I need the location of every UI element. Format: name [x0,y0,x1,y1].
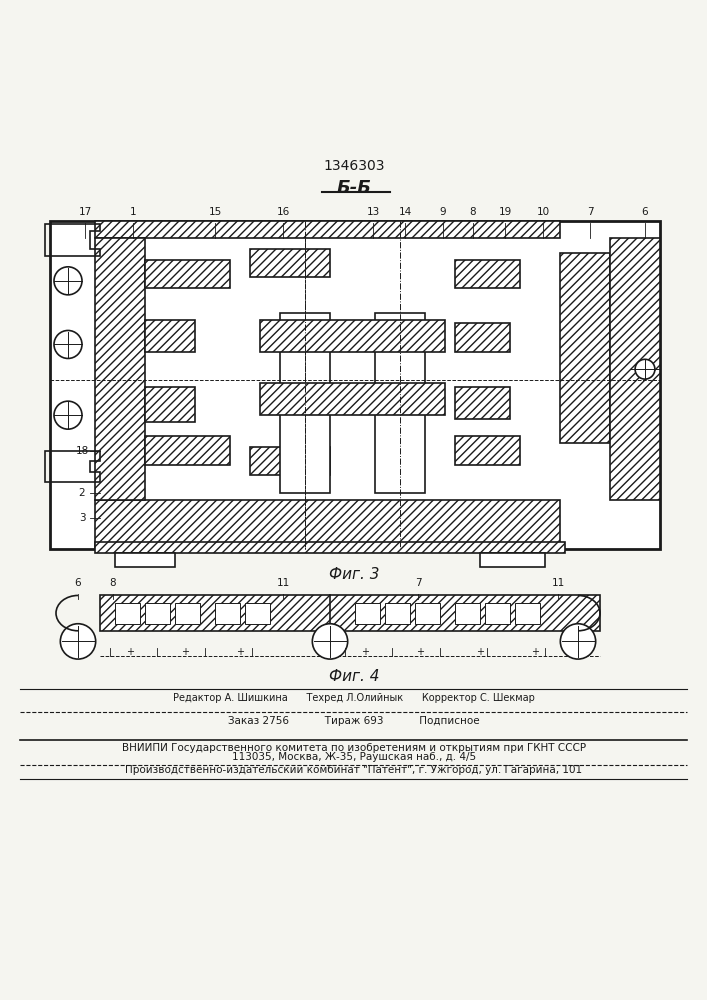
Text: +: + [476,647,484,657]
Bar [145,387,195,422]
Text: +: + [361,647,369,657]
Text: Б-Б: Б-Б [337,179,371,197]
Bar [95,221,560,238]
Circle shape [561,624,596,659]
Text: 8: 8 [469,207,477,217]
Text: Фиг. 4: Фиг. 4 [329,669,379,684]
Circle shape [54,267,82,295]
Bar [245,603,270,624]
Text: 6: 6 [642,207,648,217]
Bar [610,238,660,500]
Bar [175,603,200,624]
Text: 2: 2 [78,488,86,498]
Bar [455,387,510,419]
Text: +: + [531,647,539,657]
Bar [50,221,660,549]
Bar [95,500,560,549]
Text: Фиг. 3: Фиг. 3 [329,567,379,582]
Text: 19: 19 [498,207,512,217]
Text: 1: 1 [129,207,136,217]
Bar [515,603,540,624]
Text: +: + [126,647,134,657]
Text: 11: 11 [551,578,565,588]
Text: +: + [416,647,424,657]
Bar [455,436,520,465]
Circle shape [54,330,82,358]
Bar [95,238,145,500]
Text: 17: 17 [78,207,92,217]
Bar [95,542,565,553]
Text: 8: 8 [110,578,117,588]
Bar [260,320,445,352]
Text: 7: 7 [415,578,421,588]
Bar [480,553,545,567]
Bar [560,253,610,443]
Bar [355,603,380,624]
Text: Заказ 2756           Тираж 693           Подписное: Заказ 2756 Тираж 693 Подписное [228,716,480,726]
Bar [455,323,510,352]
Text: +: + [181,647,189,657]
Text: 9: 9 [440,207,446,217]
Bar [455,603,480,624]
Text: 16: 16 [276,207,290,217]
Text: 7: 7 [587,207,593,217]
Bar [375,313,425,493]
Text: +: + [236,647,244,657]
Text: ВНИИПИ Государственного комитета по изобретениям и открытиям при ГКНТ СССР: ВНИИПИ Государственного комитета по изоб… [122,743,586,753]
Circle shape [60,624,95,659]
Text: 12: 12 [706,207,707,217]
Bar [455,260,520,288]
Bar [250,447,330,475]
Text: 1346303: 1346303 [323,159,385,173]
Bar [145,320,195,352]
Text: Производственно-издательский комбинат "Патент", г. Ужгород, ул. Гагарина, 101: Производственно-издательский комбинат "П… [125,765,583,775]
Text: 15: 15 [209,207,221,217]
Bar [215,603,240,624]
Text: 113035, Москва, Ж-35, Раушская наб., д. 4/5: 113035, Москва, Ж-35, Раушская наб., д. … [232,752,476,762]
Bar [485,603,510,624]
Bar [100,595,600,631]
Bar [250,249,330,277]
Text: 6: 6 [75,578,81,588]
Bar [145,260,230,288]
Circle shape [54,401,82,429]
Bar [115,603,140,624]
Bar [385,603,410,624]
Bar [145,603,170,624]
Text: 3: 3 [78,513,86,523]
Text: 10: 10 [537,207,549,217]
Text: 11: 11 [276,578,290,588]
Text: 14: 14 [398,207,411,217]
Text: Редактор А. Шишкина      Техред Л.Олийнык      Корректор С. Шекмар: Редактор А. Шишкина Техред Л.Олийнык Кор… [173,693,535,703]
Circle shape [635,359,655,379]
Bar [260,383,445,415]
Bar [280,313,330,493]
Bar [145,436,230,465]
Text: 18: 18 [76,446,88,456]
Text: 13: 13 [366,207,380,217]
Bar [115,553,175,567]
Circle shape [312,624,348,659]
Bar [415,603,440,624]
